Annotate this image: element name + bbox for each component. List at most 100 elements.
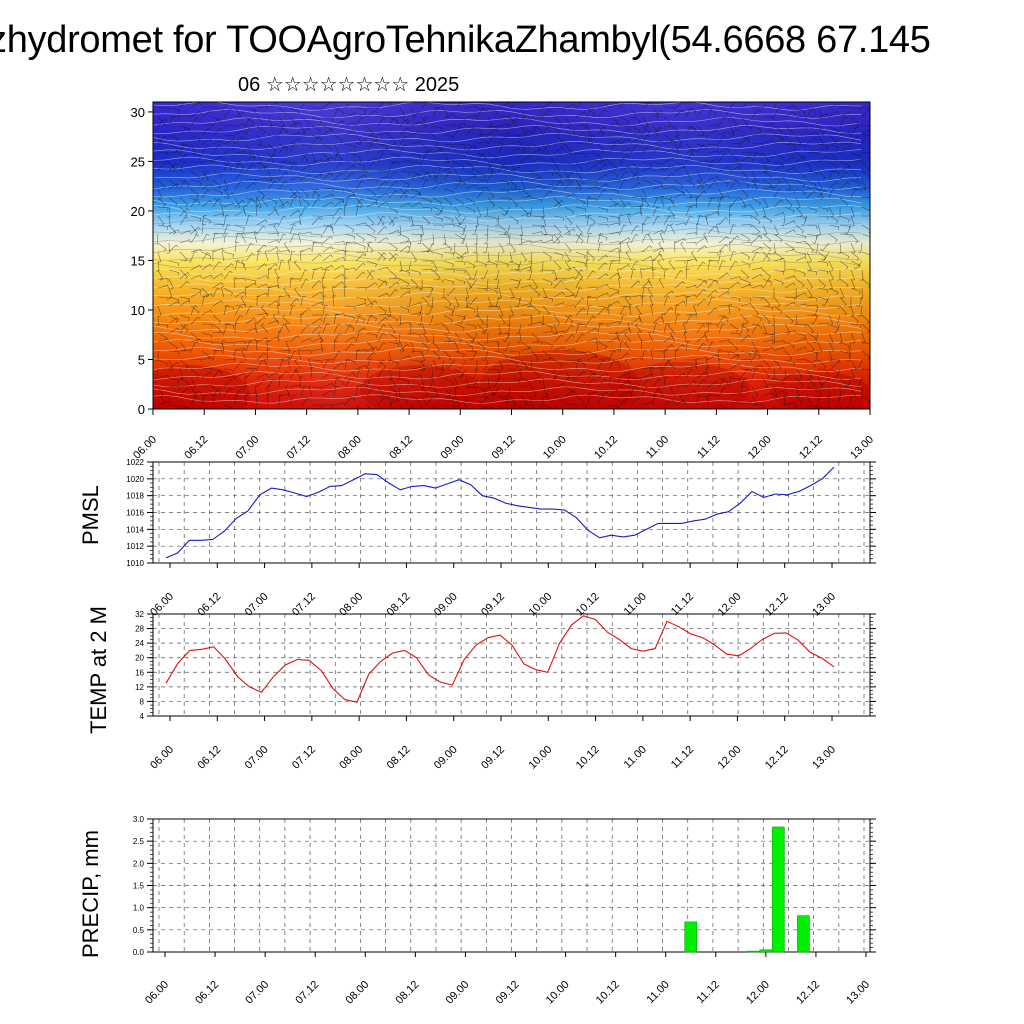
wind-barb (751, 206, 759, 218)
wind-barb (624, 358, 632, 370)
wind-barb (740, 377, 748, 388)
wind-barb (861, 206, 870, 214)
wind-barb (667, 323, 676, 334)
wind-barb (718, 339, 730, 343)
wind-barb (795, 233, 807, 240)
temp-x-tick-label: 10.12 (574, 744, 602, 772)
wind-barb (740, 260, 751, 268)
wind-barb (377, 266, 389, 271)
wind-barb (454, 161, 465, 170)
wind-barb (366, 134, 378, 141)
wind-barb (476, 287, 488, 292)
wind-barb (487, 368, 499, 373)
wind-barb (509, 251, 513, 263)
wind-barb (443, 314, 453, 324)
wind-barb (264, 250, 269, 262)
wind-barb (586, 368, 596, 378)
wind-barb (751, 368, 759, 379)
wind-barb (844, 377, 852, 388)
wind-barb (201, 274, 213, 280)
wind-barb (190, 332, 200, 342)
wind-barb (520, 359, 529, 370)
pmsl-y-tick-label: 1020 (126, 475, 144, 484)
wind-barb (812, 233, 819, 244)
wind-barb (575, 358, 582, 370)
wind-barb (861, 368, 870, 371)
wind-barb (542, 357, 554, 362)
wind-barb (311, 404, 323, 409)
wind-barb (410, 141, 422, 145)
wind-barb (300, 143, 312, 149)
wind-barb (278, 233, 287, 244)
wind-barb (597, 158, 609, 163)
wind-barb (627, 322, 632, 334)
wind-barb (410, 111, 422, 118)
wind-barb (773, 269, 785, 275)
wind-barb (179, 259, 191, 264)
wind-barb (531, 321, 543, 325)
wind-barb (663, 186, 675, 190)
wind-barb (479, 395, 489, 405)
wind-barb (520, 395, 528, 406)
wind-barb (212, 223, 224, 228)
wind-barb (773, 177, 785, 181)
wind-barb (454, 206, 461, 218)
wind-barb (729, 296, 741, 302)
wind-barb (168, 162, 178, 172)
wind-barb (266, 340, 270, 352)
wind-barb (795, 256, 807, 262)
wind-barb (465, 161, 475, 171)
wind-barb (674, 270, 684, 280)
wind-barb (839, 287, 845, 299)
wind-barb (520, 377, 531, 385)
wind-barb (729, 241, 733, 253)
wind-barb (751, 323, 763, 330)
wind-barb (762, 305, 774, 311)
wind-barb (201, 309, 213, 316)
wind-barb (828, 161, 839, 170)
wind-barb (641, 179, 652, 187)
wind-barb (366, 377, 374, 388)
wind-barb (465, 305, 476, 313)
wind-barb (311, 325, 322, 334)
wind-barb (267, 116, 273, 128)
wind-barb (294, 287, 302, 298)
wind-barb (300, 206, 308, 217)
wind-barb (674, 125, 680, 137)
wind-barb (432, 172, 443, 181)
wind-barb (355, 287, 367, 291)
wind-barb (377, 305, 387, 315)
wind-barb (608, 241, 620, 245)
wind-barb (432, 170, 439, 182)
precip-x-tick-label: 07.12 (293, 979, 321, 1007)
wind-barb (650, 349, 654, 361)
wind-barb (762, 377, 768, 389)
wind-barb (322, 125, 333, 133)
wind-barb (421, 365, 433, 370)
wind-barb (322, 235, 333, 244)
wind-barb (674, 238, 686, 244)
wind-barb (498, 206, 509, 215)
wind-barb (839, 260, 849, 270)
wind-barb (443, 350, 452, 361)
contour-line (153, 338, 862, 349)
wind-barb (784, 179, 792, 190)
wind-barb (366, 367, 372, 379)
wind-barb (241, 232, 247, 244)
wind-barb (685, 188, 693, 199)
wind-barb (223, 323, 230, 334)
cross-section-x-tick-label: 06.12 (182, 434, 210, 462)
wind-barb (618, 277, 622, 289)
wind-barb (596, 340, 600, 352)
wind-barb (289, 116, 297, 127)
wind-barb (619, 390, 631, 397)
wind-barb (718, 153, 728, 163)
wind-barb (311, 318, 323, 325)
wind-barb (520, 143, 527, 155)
wind-barb (289, 335, 300, 343)
wind-barb (399, 233, 410, 242)
wind-barb (245, 154, 256, 163)
wind-barb (626, 241, 632, 253)
cross-section-y-tick-label: 5 (138, 352, 145, 367)
wind-barb (806, 368, 813, 380)
